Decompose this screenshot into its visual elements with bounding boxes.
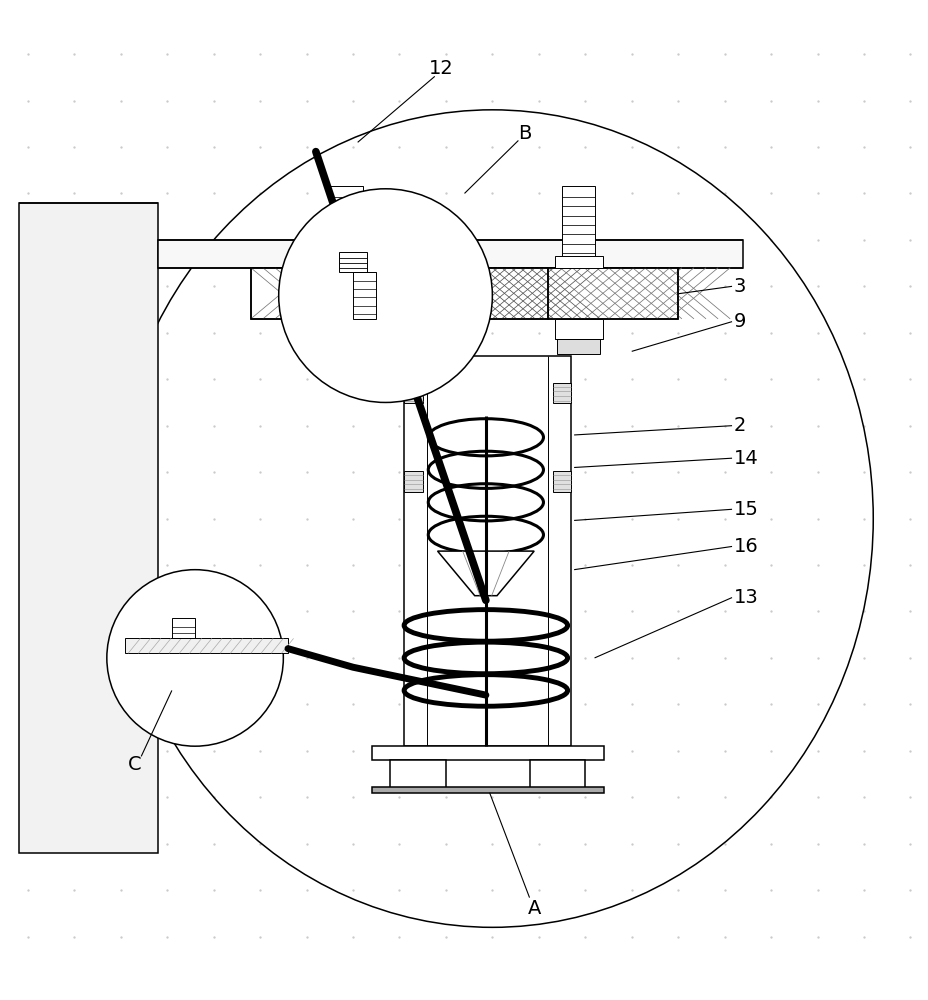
- Bar: [251, 268, 371, 319]
- Text: 12: 12: [429, 59, 453, 78]
- Bar: [371, 268, 548, 319]
- Bar: [172, 618, 195, 638]
- Bar: [322, 256, 370, 268]
- Bar: [158, 240, 742, 268]
- Circle shape: [107, 570, 283, 746]
- Bar: [404, 356, 571, 746]
- Bar: [371, 787, 603, 793]
- Bar: [125, 638, 288, 653]
- Text: 14: 14: [733, 449, 758, 468]
- Text: 2: 2: [733, 416, 745, 435]
- Bar: [19, 203, 158, 853]
- Bar: [322, 319, 370, 339]
- Text: 13: 13: [733, 588, 758, 607]
- Text: 16: 16: [733, 537, 758, 556]
- Bar: [561, 186, 595, 256]
- Bar: [339, 252, 367, 272]
- Text: A: A: [527, 899, 540, 918]
- Bar: [325, 339, 367, 354]
- Bar: [390, 760, 445, 788]
- Bar: [371, 746, 603, 760]
- Text: 9: 9: [733, 312, 745, 331]
- Circle shape: [278, 189, 492, 402]
- Bar: [329, 186, 363, 256]
- Text: 15: 15: [733, 500, 758, 519]
- Bar: [557, 339, 599, 354]
- Bar: [554, 256, 602, 268]
- Bar: [404, 383, 422, 403]
- Bar: [251, 268, 677, 319]
- Bar: [404, 471, 422, 492]
- Bar: [554, 319, 602, 339]
- Bar: [353, 272, 376, 319]
- Text: C: C: [128, 755, 141, 774]
- Text: 3: 3: [733, 277, 745, 296]
- Bar: [552, 471, 571, 492]
- Text: B: B: [518, 124, 531, 143]
- Polygon shape: [437, 551, 534, 596]
- Bar: [529, 760, 585, 788]
- Bar: [548, 268, 677, 319]
- Bar: [552, 383, 571, 403]
